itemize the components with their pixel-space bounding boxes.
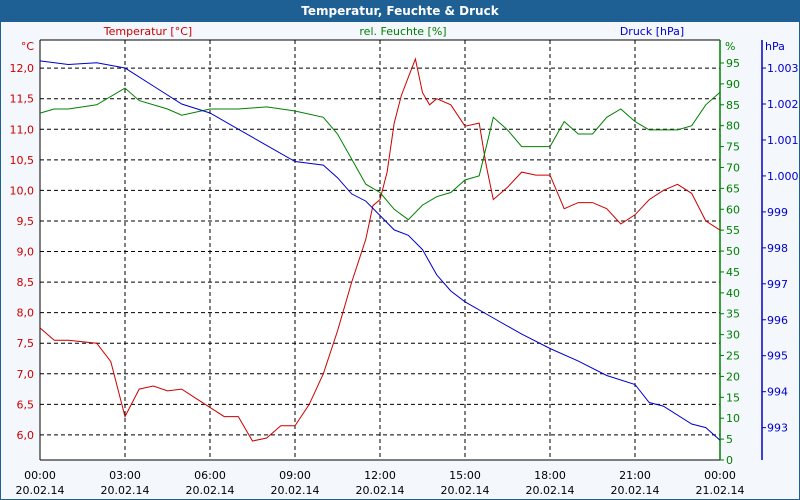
pressure-tick-label: 998 — [767, 242, 788, 255]
humidity-tick-label: 80 — [726, 120, 740, 133]
x-tick-time: 06:00 — [194, 469, 226, 482]
temp-tick-label: 11,5 — [10, 93, 35, 106]
pressure-tick-label: 994 — [767, 386, 788, 399]
humidity-tick-label: 65 — [726, 182, 740, 195]
humidity-tick-label: 40 — [726, 287, 740, 300]
x-tick-date: 20.02.14 — [101, 484, 150, 497]
humidity-tick-label: 0 — [726, 454, 733, 467]
humidity-unit-label: % — [725, 40, 735, 53]
humidity-tick-label: 20 — [726, 370, 740, 383]
x-tick-time: 18:00 — [534, 469, 566, 482]
series-line-hum — [39, 87, 721, 221]
chart-title: Temperatur, Feuchte & Druck — [1, 1, 799, 22]
humidity-tick-label: 85 — [726, 99, 740, 112]
temp-tick-label: 12,0 — [10, 62, 35, 75]
x-tick-date: 21.02.14 — [696, 484, 745, 497]
temp-tick-label: 10,0 — [10, 184, 35, 197]
temp-tick-label: 8,5 — [17, 276, 35, 289]
pressure-tick-label: 1.001 — [767, 134, 799, 147]
pressure-tick-label: 999 — [767, 206, 788, 219]
x-tick-time: 12:00 — [364, 469, 396, 482]
legend-pressure: Druck [hPa] — [620, 25, 684, 38]
pressure-tick-label: 997 — [767, 278, 788, 291]
temp-tick-label: 11,0 — [10, 123, 35, 136]
temp-tick-label: 7,5 — [17, 337, 35, 350]
temp-tick-label: 6,5 — [17, 398, 35, 411]
humidity-tick-label: 55 — [726, 224, 740, 237]
x-tick-date: 20.02.14 — [271, 484, 320, 497]
humidity-tick-label: 45 — [726, 266, 740, 279]
x-tick-date: 20.02.14 — [526, 484, 575, 497]
x-tick-date: 20.02.14 — [16, 484, 65, 497]
legend-temperature: Temperatur [°C] — [103, 25, 192, 38]
pressure-tick-label: 996 — [767, 314, 788, 327]
x-tick-time: 00:00 — [704, 469, 736, 482]
humidity-tick-label: 15 — [726, 391, 740, 404]
temp-unit-label: °C — [21, 40, 35, 53]
x-tick-time: 00:00 — [24, 469, 56, 482]
humidity-tick-label: 35 — [726, 308, 740, 321]
humidity-tick-label: 10 — [726, 412, 740, 425]
pressure-tick-label: 1.000 — [767, 170, 799, 183]
x-tick-date: 20.02.14 — [186, 484, 235, 497]
temp-tick-label: 7,0 — [17, 368, 35, 381]
humidity-tick-label: 75 — [726, 141, 740, 154]
x-tick-time: 03:00 — [109, 469, 141, 482]
humidity-tick-label: 25 — [726, 350, 740, 363]
temp-tick-label: 6,0 — [17, 429, 35, 442]
pressure-tick-label: 995 — [767, 350, 788, 363]
x-tick-date: 20.02.14 — [611, 484, 660, 497]
temp-tick-label: 9,5 — [17, 215, 35, 228]
temp-tick-label: 10,5 — [10, 154, 35, 167]
humidity-tick-label: 95 — [726, 57, 740, 70]
x-tick-time: 15:00 — [449, 469, 481, 482]
pressure-tick-label: 1.002 — [767, 98, 799, 111]
x-tick-date: 20.02.14 — [356, 484, 405, 497]
temp-tick-label: 8,0 — [17, 307, 35, 320]
series-line-press — [39, 60, 721, 441]
pressure-unit-label: hPa — [765, 40, 785, 53]
humidity-tick-label: 30 — [726, 329, 740, 342]
temp-tick-label: 9,0 — [17, 246, 35, 259]
humidity-tick-label: 90 — [726, 78, 740, 91]
x-tick-date: 20.02.14 — [441, 484, 490, 497]
pressure-tick-label: 993 — [767, 422, 788, 435]
legend-humidity: rel. Feuchte [%] — [359, 25, 446, 38]
pressure-tick-label: 1.003 — [767, 62, 799, 75]
series-line-temp — [39, 57, 721, 442]
humidity-tick-label: 60 — [726, 203, 740, 216]
humidity-tick-label: 50 — [726, 245, 740, 258]
x-tick-time: 09:00 — [279, 469, 311, 482]
x-tick-time: 21:00 — [619, 469, 651, 482]
humidity-tick-label: 70 — [726, 161, 740, 174]
humidity-tick-label: 5 — [726, 433, 733, 446]
